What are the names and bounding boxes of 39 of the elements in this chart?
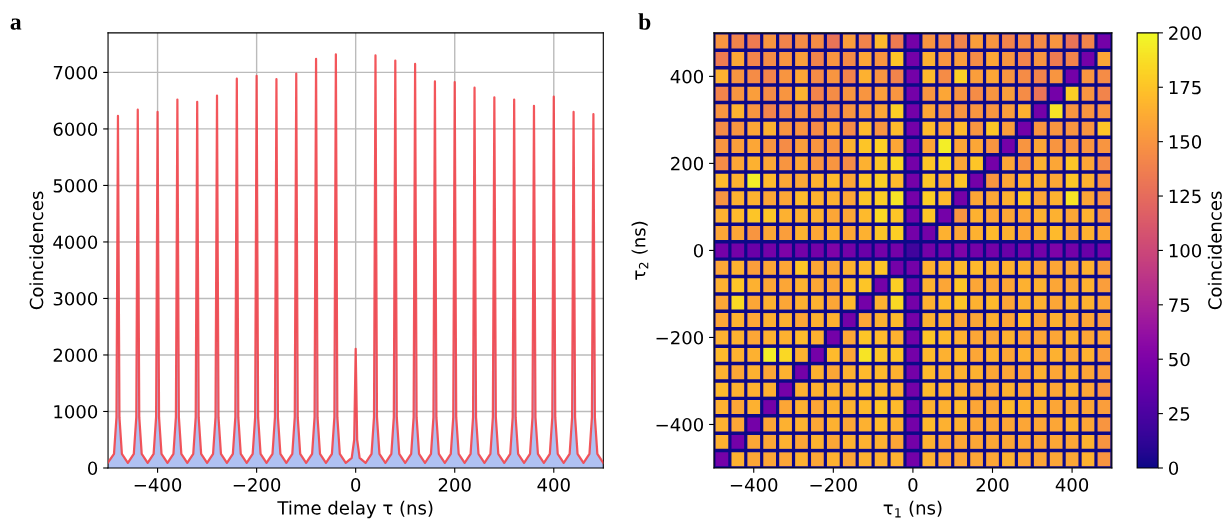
y-tick-label: 0	[693, 243, 704, 258]
x-tick-label: 200	[438, 478, 471, 492]
y-axis-title: τ$_{2}$ (ns)	[631, 221, 649, 280]
x-tick-label: −200	[810, 478, 857, 492]
y-tick-label: −400	[656, 417, 704, 432]
x-tick-label: −200	[233, 478, 281, 492]
color-bar-label: 200	[1169, 26, 1202, 40]
x-tick-label: 0	[908, 478, 918, 492]
color-bar-label: 125	[1169, 189, 1201, 204]
x-tick-label: −400	[730, 478, 778, 492]
y-tick-label: 1000	[54, 404, 98, 419]
color-bar-label: 75	[1169, 298, 1190, 312]
color-bar-label: 50	[1169, 352, 1190, 367]
x-tick-label: 400	[537, 478, 570, 492]
x-tick-label: 0	[351, 478, 361, 492]
y-tick-label: −200	[656, 330, 704, 345]
y-tick-label: 400	[670, 69, 704, 84]
y-tick-label: 6000	[53, 122, 98, 137]
chart-title: a	[10, 18, 22, 30]
color-bar-label: 150	[1169, 135, 1202, 149]
color-bar-title: Coincidences	[1207, 191, 1222, 310]
x-tick-label: 400	[1055, 478, 1089, 492]
chart-title: b	[638, 13, 651, 30]
y-tick-label: 0	[88, 461, 98, 476]
y-tick-label: 4000	[53, 235, 98, 250]
x-axis-title: Time delay τ (ns)	[277, 500, 433, 519]
color-bar-label: 25	[1169, 407, 1190, 421]
color-bar-label: 100	[1169, 243, 1202, 258]
x-axis-title: τ$_{1}$ (ns)	[883, 500, 942, 518]
y-axis-title: Coincidences	[29, 191, 44, 310]
y-tick-label: 3000	[53, 291, 98, 306]
color-bar-label: 175	[1169, 80, 1201, 95]
y-tick-label: 7000	[53, 65, 98, 80]
x-tick-label: 200	[976, 478, 1009, 492]
y-tick-label: 2000	[53, 348, 98, 363]
y-tick-label: 200	[671, 156, 704, 171]
color-bar-label: 0	[1168, 461, 1179, 476]
x-tick-label: −400	[134, 478, 182, 492]
y-tick-label: 5000	[53, 178, 98, 193]
